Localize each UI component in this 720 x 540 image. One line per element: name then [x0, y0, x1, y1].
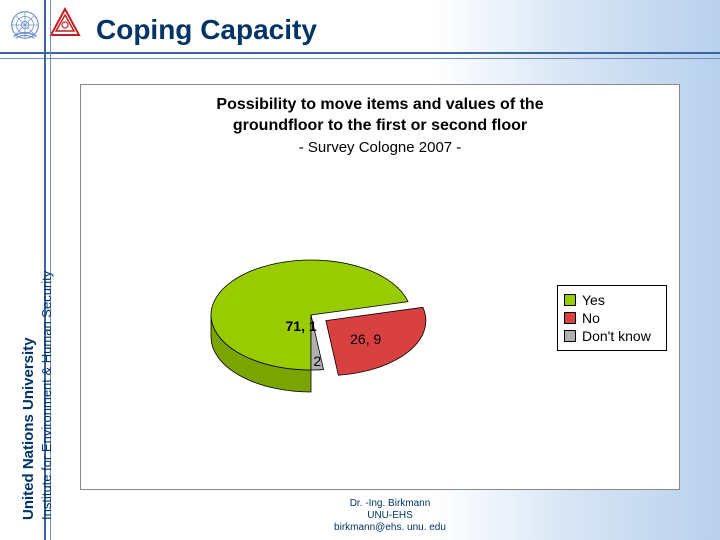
legend-item-no: No [564, 310, 660, 326]
sidebar-line2: Institute for Environment & Human Securi… [39, 271, 54, 520]
legend-swatch-no [564, 312, 576, 324]
legend-item-yes: Yes [564, 292, 660, 308]
header-rule-1 [0, 52, 720, 54]
page-title: Coping Capacity [96, 14, 317, 46]
pie-label-dontknow: 2 [313, 353, 321, 369]
un-emblem-icon [6, 6, 44, 44]
footer-line3: birkmann@ehs. unu. edu [60, 522, 720, 534]
pie-plot: 71, 1 26, 9 2 [81, 205, 521, 445]
chart-subtitle: - Survey Cologne 2007 - [81, 137, 679, 156]
footer-line1: Dr. -Ing. Birkmann [60, 498, 720, 510]
sidebar-affiliation: United Nations University Institute for … [20, 271, 54, 520]
legend-label-yes: Yes [582, 292, 605, 308]
pie-label-yes: 71, 1 [286, 318, 317, 334]
chart-title: Possibility to move items and values of … [81, 85, 679, 137]
legend-swatch-yes [564, 294, 576, 306]
header-rule-2 [0, 58, 720, 59]
chart-title-line2: groundfloor to the first or second floor [233, 117, 527, 134]
footer: Dr. -Ing. Birkmann UNU-EHS birkmann@ehs.… [60, 498, 720, 534]
legend-item-dontknow: Don't know [564, 328, 660, 344]
legend: Yes No Don't know [557, 285, 667, 351]
footer-line2: UNU-EHS [60, 510, 720, 522]
chart-title-line1: Possibility to move items and values of … [216, 96, 543, 113]
legend-label-dontknow: Don't know [582, 328, 651, 344]
sidebar-line1: United Nations University [20, 271, 37, 520]
unu-ehs-triangle-icon [48, 6, 82, 40]
legend-swatch-dontknow [564, 330, 576, 342]
pie-label-no: 26, 9 [350, 331, 381, 347]
legend-label-no: No [582, 310, 600, 326]
chart-panel: Possibility to move items and values of … [80, 84, 680, 490]
